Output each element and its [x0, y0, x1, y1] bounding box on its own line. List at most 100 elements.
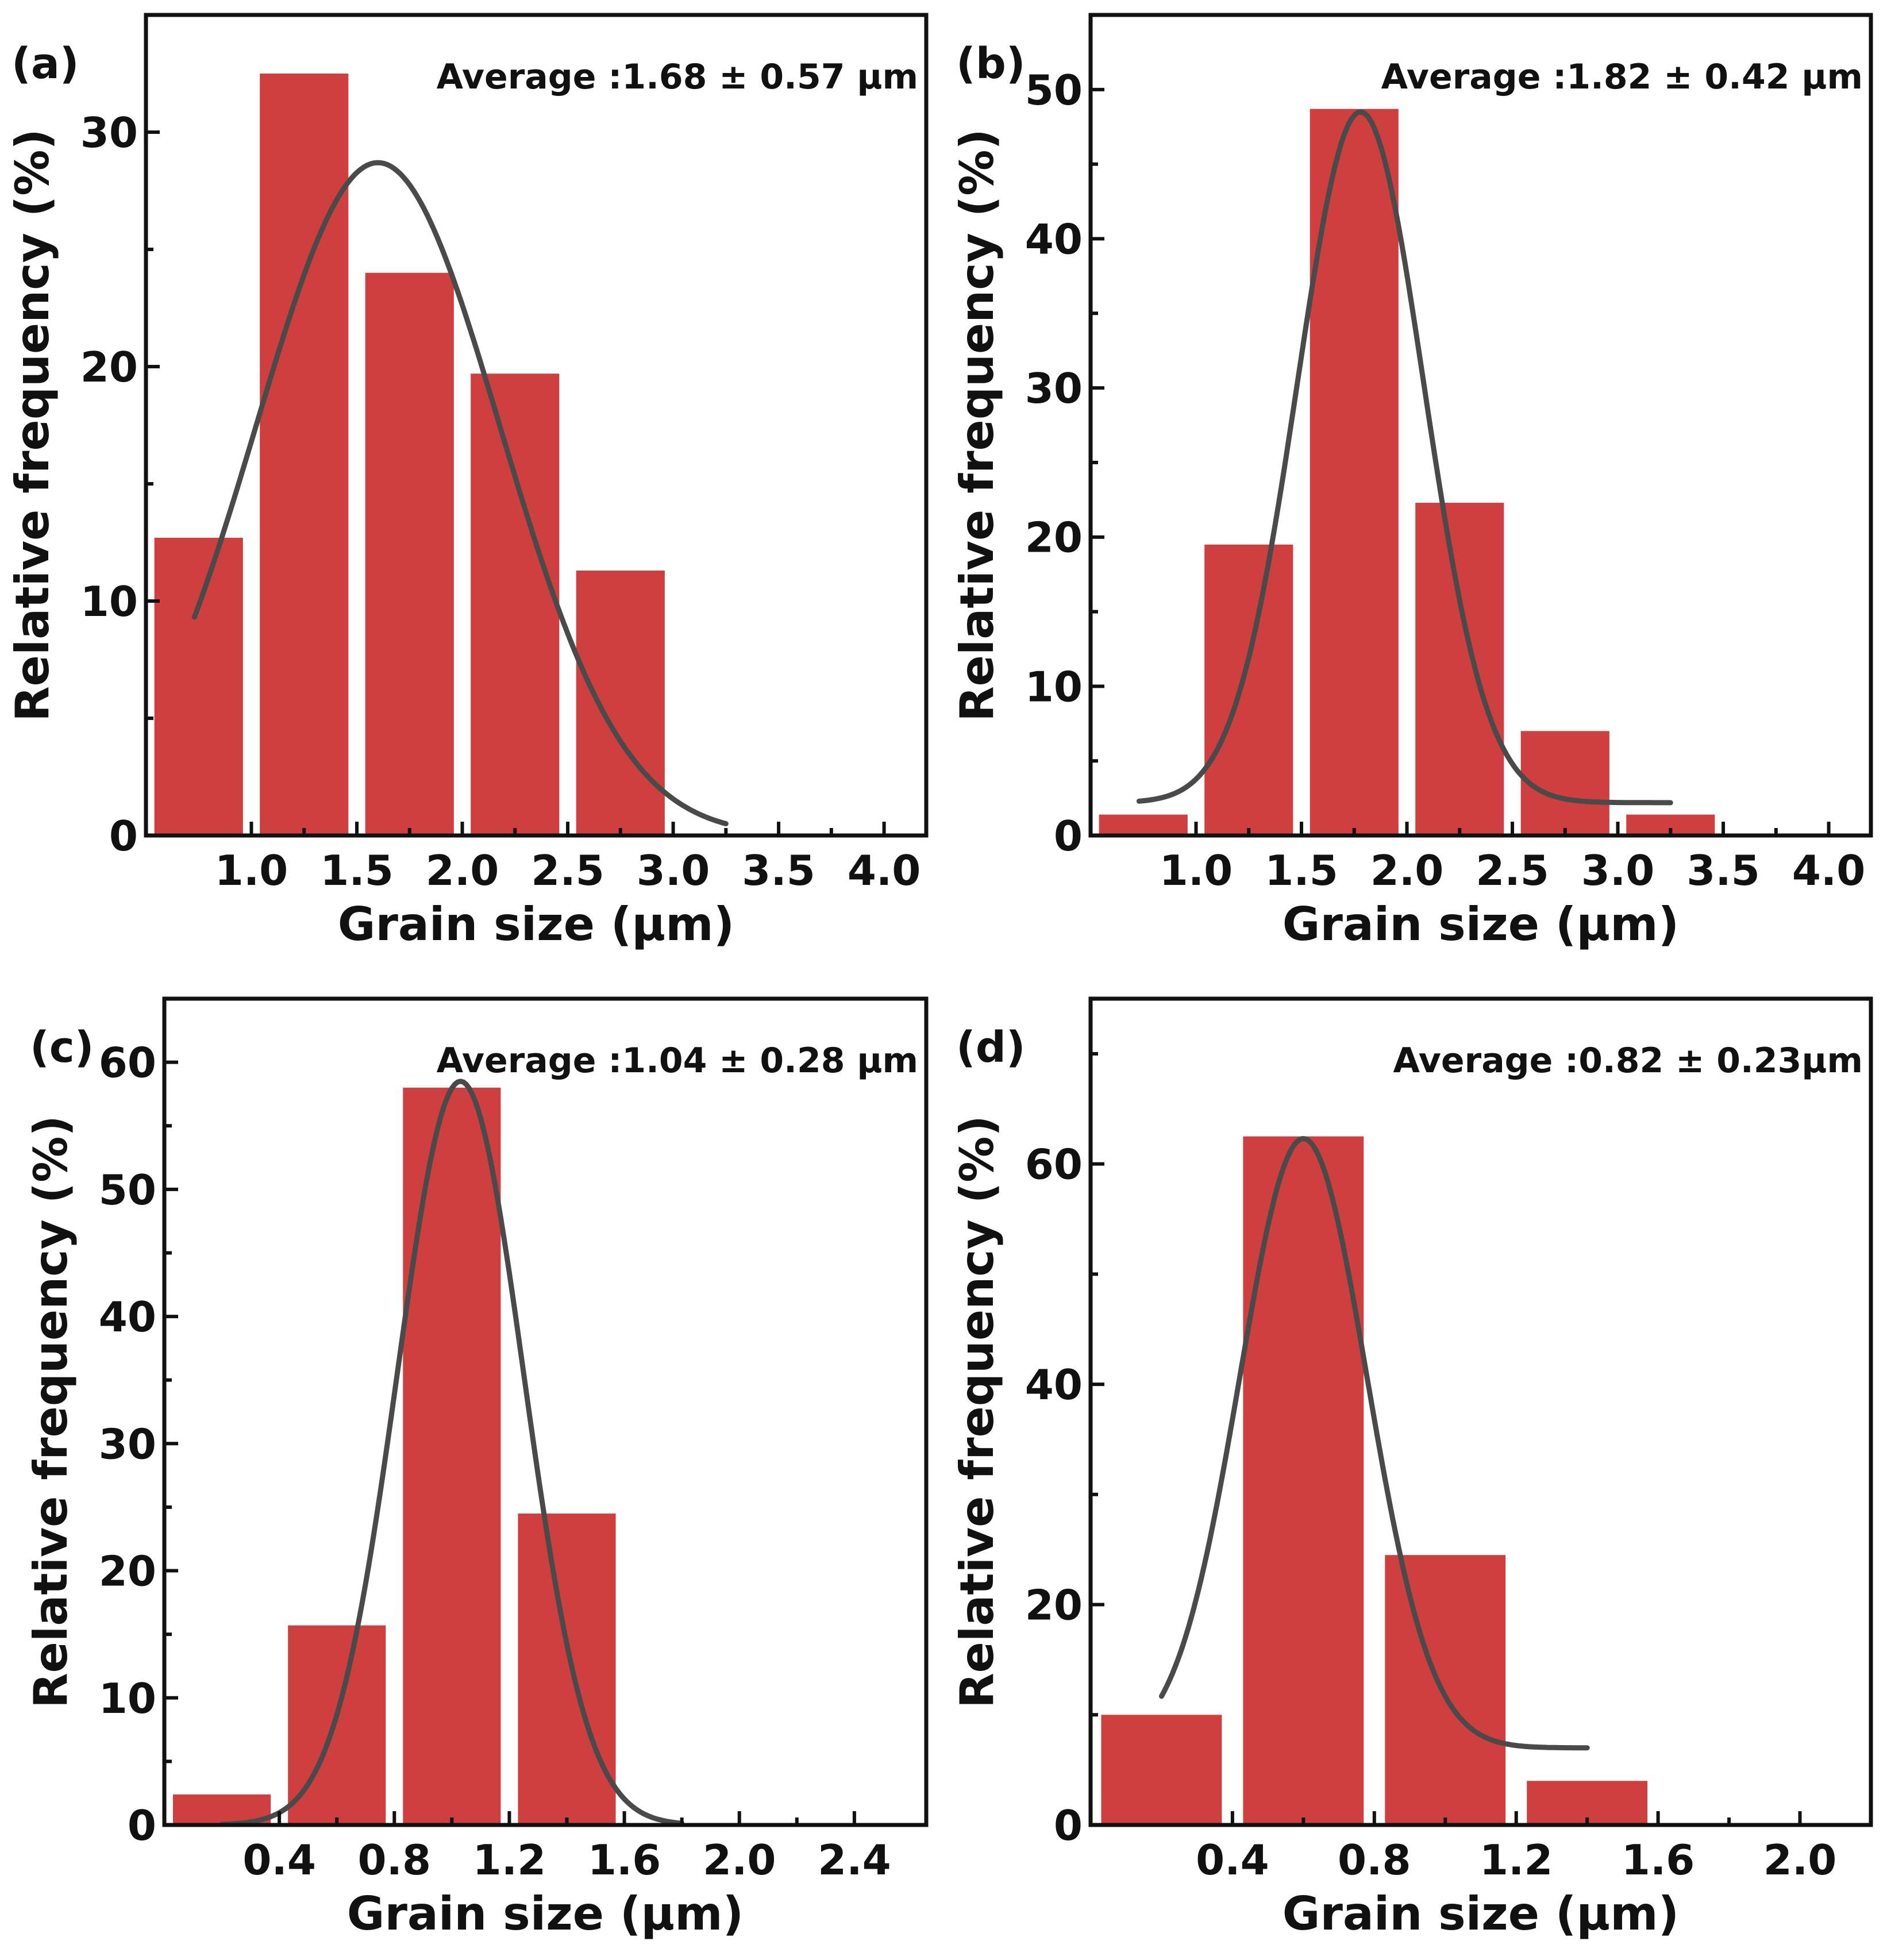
y-tick-label: 20 [80, 343, 138, 391]
x-tick-label: 0.4 [1196, 1836, 1269, 1884]
y-axis-title: Relative frequency (%) [950, 1115, 1004, 1708]
x-tick-label: 0.4 [242, 1836, 316, 1884]
plot-frame [144, 13, 929, 838]
average-annotation: Average :0.82 ± 0.23μm [1393, 1041, 1863, 1081]
gaussian-fit-curve [191, 160, 729, 826]
x-tick-label: 2.5 [1476, 846, 1549, 895]
x-tick-labels: 0.4 0.8 1.2 1.6 2.0 [1196, 1836, 1836, 1884]
y-tick-label: 20 [1025, 1581, 1083, 1630]
panel-d: 0.4 0.8 1.2 1.6 2.0 20 40 60 Grain size (μm) R… [950, 996, 1873, 1940]
y-tick-label: 10 [1025, 663, 1083, 711]
x-tick-label: 1.0 [215, 846, 288, 895]
axis-ticks [164, 997, 856, 1827]
y-tick-labels: 0 10 20 30 40 50 [1025, 66, 1083, 860]
bar [1385, 1555, 1506, 1825]
bar [1243, 1136, 1364, 1825]
x-tick-labels: 1.0 1.5 2.0 2.5 3.0 3.5 4.0 [215, 846, 921, 895]
y-tick-label: 30 [80, 109, 138, 157]
plot-frame [162, 996, 929, 1827]
x-tick-label: 3.5 [1686, 846, 1760, 895]
x-tick-label: 2.0 [1763, 1836, 1837, 1884]
panel-label: (c) [30, 1023, 94, 1072]
y-tick-label: 30 [1025, 364, 1083, 413]
x-tick-label: 2.0 [426, 846, 499, 895]
panel-label: (a) [11, 39, 79, 88]
bars [1099, 109, 1715, 835]
y-tick-label: 50 [99, 1166, 156, 1214]
y-tick-labels: 20 40 60 [1025, 1141, 1083, 1630]
x-axis-title: Grain size (μm) [347, 1887, 744, 1940]
bar [1415, 503, 1504, 835]
bar [471, 373, 560, 835]
panel-a: 1.0 1.5 2.0 2.5 3.0 3.5 4.0 0 10 20 30 Grain size… [6, 13, 929, 951]
y-tick-label: 0 [128, 1801, 156, 1850]
bar [403, 1087, 501, 1825]
y-tick-label: 60 [1025, 1141, 1083, 1189]
x-tick-label: 0.8 [1338, 1836, 1411, 1884]
x-tick-label: 3.0 [1581, 846, 1655, 895]
y-tick-label: 10 [99, 1674, 156, 1723]
average-annotation: Average :1.04 ± 0.28 μm [437, 1041, 918, 1081]
y-tick-label: 50 [1025, 66, 1083, 114]
y-tick-label: 20 [99, 1547, 156, 1596]
y-tick-label: 40 [99, 1293, 156, 1341]
x-tick-labels: 0.4 0.8 1.2 1.6 2.0 2.4 [242, 1836, 891, 1884]
panel-label: (b) [956, 39, 1026, 88]
x-tick-label: 2.5 [531, 846, 604, 895]
y-axis-title: Relative frequency (%) [24, 1115, 78, 1708]
x-tick-label: 2.0 [1370, 846, 1444, 895]
x-tick-label: 1.5 [320, 846, 394, 895]
x-axis-title: Grain size (μm) [1283, 898, 1679, 951]
bar [1099, 814, 1188, 835]
plot-frame [1088, 996, 1873, 1827]
axis-ticks [1091, 1052, 1802, 1827]
x-tick-label: 1.6 [588, 1836, 661, 1884]
gaussian-fit-curve [1136, 109, 1673, 806]
y-tick-labels: 0 10 20 30 40 50 60 [99, 1039, 156, 1850]
bars [1101, 1136, 1648, 1825]
y-tick-label: 20 [1025, 514, 1083, 562]
y-tick-label: 0 [1054, 812, 1083, 860]
x-axis-title: Grain size (μm) [338, 898, 734, 951]
x-tick-label: 1.5 [1265, 846, 1338, 895]
x-tick-label: 2.4 [818, 1836, 891, 1884]
x-tick-label: 1.2 [1480, 1836, 1553, 1884]
panel-b: 1.0 1.5 2.0 2.5 3.0 3.5 4.0 0 10 20 30 40 50 Grain … [950, 13, 1873, 951]
y-tick-label: 60 [99, 1039, 156, 1087]
bars [173, 1087, 616, 1825]
gaussian-fit-curve [219, 1079, 685, 1827]
bar [1310, 109, 1399, 835]
x-tick-label: 3.0 [637, 846, 710, 895]
y-tick-labels: 0 10 20 30 [80, 109, 138, 860]
x-tick-label: 4.0 [848, 846, 921, 895]
gaussian-fit-curve [1159, 1136, 1590, 1751]
x-tick-label: 3.5 [742, 846, 815, 895]
bar [518, 1513, 616, 1825]
bar [576, 570, 665, 835]
y-tick-label: 30 [99, 1420, 156, 1468]
y-tick-label: 10 [80, 577, 138, 626]
y-tick-label: 40 [1025, 1361, 1083, 1409]
x-tick-label: 1.2 [473, 1836, 546, 1884]
x-axis-title: Grain size (μm) [1283, 1887, 1679, 1940]
bar [260, 74, 349, 835]
plot-frame [1088, 13, 1873, 838]
x-tick-label: 1.6 [1622, 1836, 1695, 1884]
axis-ticks [1091, 13, 1831, 837]
average-annotation: Average :1.82 ± 0.42 μm [1381, 57, 1863, 97]
y-tick-label: 0 [109, 812, 138, 860]
average-annotation: Average :1.68 ± 0.57 μm [437, 57, 918, 97]
x-tick-label: 1.0 [1160, 846, 1233, 895]
bar [1204, 544, 1293, 835]
x-tick-label: 2.0 [703, 1836, 776, 1884]
y-zero-label: 0 [1054, 1801, 1083, 1850]
bar [365, 272, 454, 835]
y-axis-title: Relative frequency (%) [6, 129, 59, 722]
bar [1520, 731, 1609, 835]
panel-c: 0.4 0.8 1.2 1.6 2.0 2.4 0 10 20 30 40 50 60 Grain s… [24, 996, 929, 1940]
bar [154, 537, 243, 835]
axis-ticks [146, 13, 886, 837]
y-axis-title: Relative frequency (%) [950, 129, 1004, 722]
y-tick-label: 40 [1025, 215, 1083, 263]
